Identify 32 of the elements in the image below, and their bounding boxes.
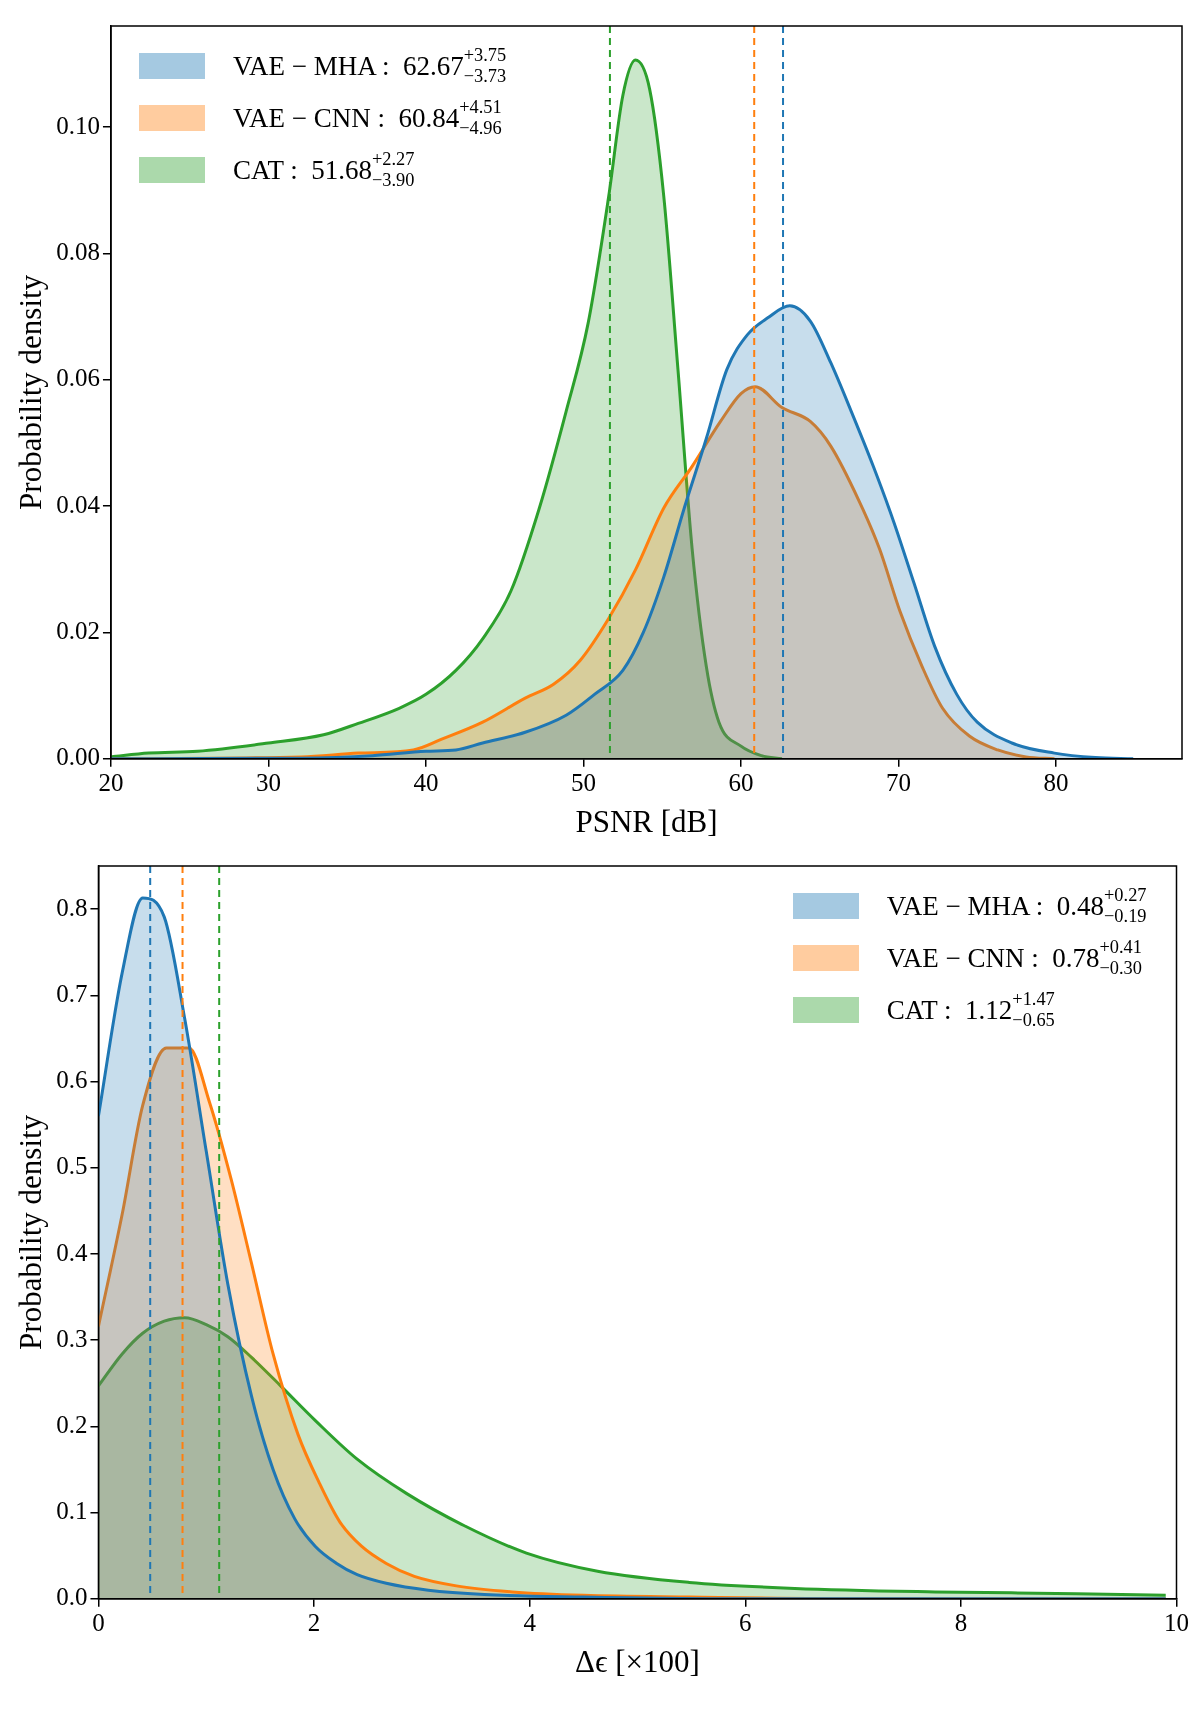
y-tick-label: 0.04 [56,490,101,518]
y-tick-label: 0.08 [56,237,100,265]
y-tick-label: 0.5 [56,1152,88,1180]
x-tick-label: 4 [523,1609,537,1637]
x-tick-label: 30 [255,769,281,797]
x-axis-title: PSNR [dB] [575,803,718,839]
y-axis-title: Probability density [12,1114,48,1350]
y-tick-label: 0.3 [56,1324,88,1352]
x-tick-label: 40 [413,769,439,797]
x-tick-label: 2 [307,1609,321,1637]
x-tick-label: 60 [728,769,754,797]
y-tick-label: 0.02 [56,617,100,645]
x-tick-label: 6 [739,1609,752,1637]
y-tick-label: 0.06 [56,364,100,392]
x-axis-title: Δϵ [×100] [575,1643,700,1679]
x-tick-label: 0 [92,1609,105,1637]
y-tick-label: 0.10 [56,111,100,139]
y-tick-label: 0.0 [56,1583,88,1611]
y-tick-label: 0.8 [56,893,88,921]
x-tick-label: 20 [98,769,124,797]
y-axis-title: Probability density [12,274,48,510]
y-tick-label: 0.7 [56,979,88,1007]
x-tick-label: 70 [885,769,911,797]
x-tick-label: 8 [954,1609,968,1637]
x-tick-label: 80 [1043,769,1069,797]
y-tick-label: 0.4 [56,1238,88,1266]
y-tick-label: 0.6 [56,1066,88,1094]
x-tick-label: 50 [570,769,596,797]
y-tick-label: 0.00 [56,743,100,771]
x-tick-label: 10 [1164,1609,1189,1637]
y-tick-label: 0.2 [56,1410,88,1438]
y-tick-label: 0.1 [56,1497,88,1525]
